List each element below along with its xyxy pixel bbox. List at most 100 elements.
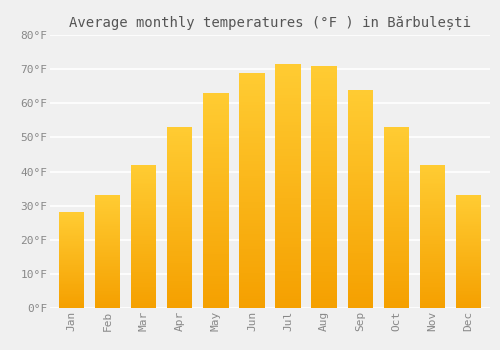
Bar bbox=[95, 214, 120, 215]
Bar bbox=[420, 164, 445, 167]
Bar bbox=[167, 188, 192, 190]
Bar bbox=[240, 196, 264, 199]
Bar bbox=[95, 260, 120, 261]
Bar bbox=[240, 120, 264, 122]
Bar bbox=[167, 156, 192, 159]
Bar bbox=[95, 249, 120, 250]
Bar bbox=[312, 253, 336, 257]
Bar bbox=[456, 204, 481, 205]
Bar bbox=[276, 164, 300, 168]
Bar bbox=[312, 269, 336, 272]
Bar bbox=[276, 229, 300, 232]
Bar bbox=[131, 288, 156, 290]
Bar bbox=[95, 232, 120, 233]
Bar bbox=[384, 226, 409, 229]
Bar bbox=[384, 154, 409, 156]
Bar bbox=[312, 278, 336, 281]
Bar bbox=[384, 166, 409, 168]
Bar bbox=[240, 273, 264, 275]
Bar bbox=[348, 177, 373, 180]
Bar bbox=[276, 238, 300, 241]
Bar bbox=[59, 234, 84, 235]
Bar bbox=[348, 267, 373, 270]
Bar bbox=[276, 293, 300, 296]
Bar bbox=[312, 108, 336, 111]
Bar bbox=[240, 164, 264, 167]
Bar bbox=[240, 78, 264, 81]
Bar bbox=[348, 202, 373, 204]
Bar bbox=[420, 260, 445, 261]
Bar bbox=[384, 130, 409, 132]
Bar bbox=[131, 245, 156, 247]
Bar bbox=[240, 190, 264, 193]
Bar bbox=[240, 217, 264, 220]
Bar bbox=[167, 288, 192, 290]
Bar bbox=[95, 264, 120, 266]
Bar bbox=[456, 197, 481, 198]
Bar bbox=[384, 159, 409, 161]
Bar bbox=[204, 190, 229, 193]
Bar bbox=[348, 90, 373, 92]
Bar bbox=[348, 256, 373, 259]
Bar bbox=[456, 198, 481, 200]
Bar bbox=[240, 167, 264, 170]
Bar bbox=[95, 238, 120, 239]
Bar bbox=[420, 247, 445, 249]
Bar bbox=[420, 226, 445, 228]
Bar bbox=[384, 213, 409, 215]
Bar bbox=[59, 274, 84, 276]
Bar bbox=[312, 211, 336, 214]
Bar bbox=[276, 98, 300, 100]
Bar bbox=[384, 147, 409, 150]
Bar bbox=[167, 299, 192, 301]
Bar bbox=[384, 243, 409, 245]
Bar bbox=[131, 271, 156, 272]
Title: Average monthly temperatures (°F ) in Bărbulești: Average monthly temperatures (°F ) in Bă… bbox=[69, 16, 471, 30]
Bar bbox=[95, 218, 120, 219]
Bar bbox=[167, 303, 192, 306]
Bar bbox=[204, 233, 229, 236]
Bar bbox=[384, 179, 409, 181]
Bar bbox=[456, 232, 481, 233]
Bar bbox=[384, 283, 409, 285]
Bar bbox=[348, 207, 373, 210]
Bar bbox=[240, 202, 264, 205]
Bar bbox=[59, 288, 84, 289]
Bar bbox=[240, 111, 264, 114]
Bar bbox=[167, 215, 192, 218]
Bar bbox=[131, 220, 156, 222]
Bar bbox=[348, 204, 373, 207]
Bar bbox=[384, 292, 409, 294]
Bar bbox=[276, 159, 300, 162]
Bar bbox=[420, 290, 445, 292]
Bar bbox=[348, 141, 373, 144]
Bar bbox=[204, 128, 229, 131]
Bar bbox=[312, 138, 336, 141]
Bar bbox=[348, 122, 373, 125]
Bar bbox=[59, 246, 84, 247]
Bar bbox=[456, 247, 481, 249]
Bar bbox=[204, 211, 229, 214]
Bar bbox=[95, 208, 120, 209]
Bar bbox=[312, 163, 336, 166]
Bar bbox=[456, 274, 481, 275]
Bar bbox=[384, 290, 409, 292]
Bar bbox=[384, 206, 409, 209]
Bar bbox=[131, 249, 156, 251]
Bar bbox=[131, 226, 156, 228]
Bar bbox=[167, 152, 192, 154]
Bar bbox=[276, 186, 300, 189]
Bar bbox=[167, 267, 192, 270]
Bar bbox=[240, 305, 264, 308]
Bar bbox=[276, 153, 300, 155]
Bar bbox=[312, 235, 336, 238]
Bar bbox=[312, 87, 336, 90]
Bar bbox=[131, 175, 156, 177]
Bar bbox=[204, 297, 229, 300]
Bar bbox=[204, 276, 229, 279]
Bar bbox=[420, 301, 445, 303]
Bar bbox=[167, 274, 192, 276]
Bar bbox=[420, 236, 445, 238]
Bar bbox=[204, 101, 229, 104]
Bar bbox=[456, 307, 481, 308]
